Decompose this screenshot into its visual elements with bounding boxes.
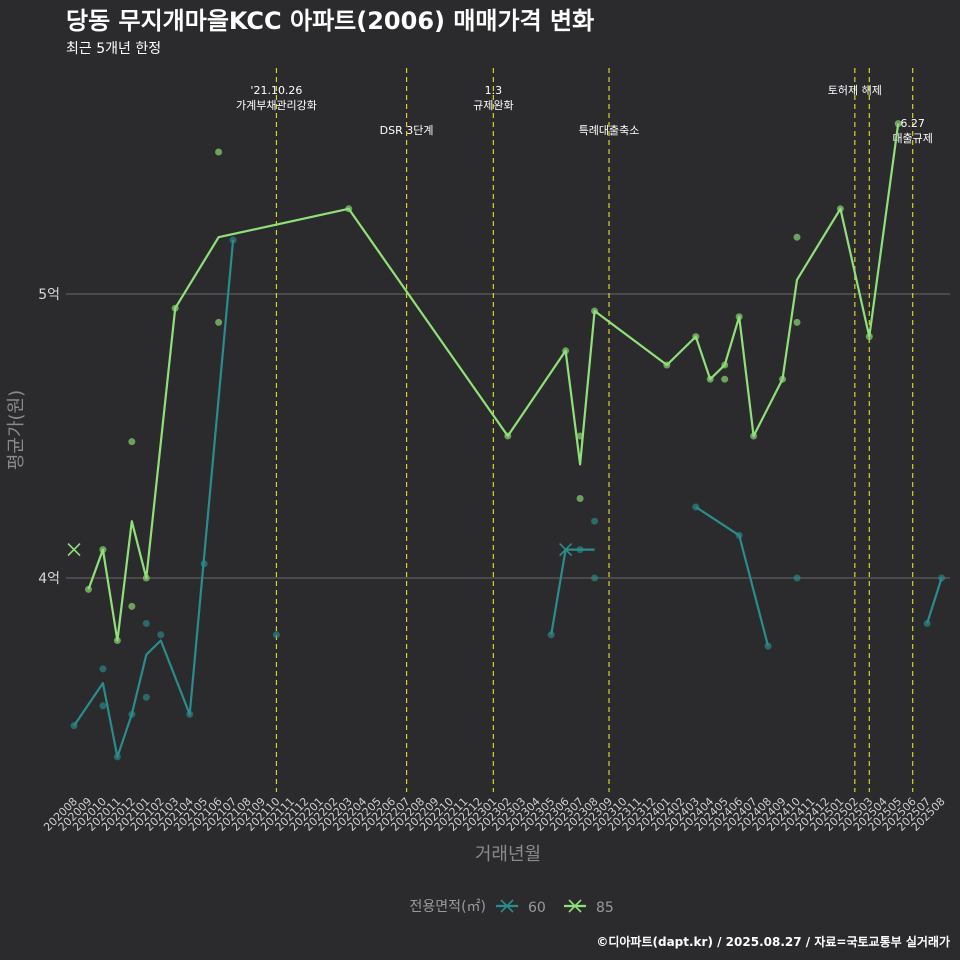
legend-title: 전용면적(㎡) xyxy=(410,899,486,915)
y-tick-5: 5억 xyxy=(38,287,60,303)
legend-marker-85 xyxy=(568,899,582,913)
series-line-85-0 xyxy=(87,123,900,642)
point-60-11 xyxy=(272,631,280,639)
legend-marker-60 xyxy=(500,899,514,913)
series-line-60-0 xyxy=(73,239,235,758)
point-85-19 xyxy=(721,375,729,383)
event-label-202309-0: 특례대출축소 xyxy=(579,124,640,137)
chart-title: 당동 무지개마을KCC 아파트(2006) 매매가격 변화 xyxy=(66,7,594,35)
series-line-60-3 xyxy=(926,577,943,624)
point-85-8 xyxy=(215,318,223,326)
point-60-7 xyxy=(157,631,165,639)
point-60-12 xyxy=(547,631,555,639)
point-60-15 xyxy=(591,574,599,582)
cross-marker-85-0 xyxy=(67,543,81,557)
legend-label-60: 60 xyxy=(528,900,546,916)
chart-subtitle: 최근 5개년 한정 xyxy=(66,41,161,57)
point-60-2 xyxy=(99,665,107,673)
event-label-202301-1: 규제완화 xyxy=(473,99,513,112)
point-85-24 xyxy=(793,318,801,326)
event-label-202502-0: 토허제 해제 xyxy=(828,83,882,97)
cross-marker-60-0 xyxy=(559,543,573,557)
x-tick-labels: 2020082020092020102020112020122021012021… xyxy=(41,795,947,834)
series-layer xyxy=(67,120,946,761)
event-label-202506-0: 6.27 xyxy=(900,117,925,130)
event-label-202301-0: 1.3 xyxy=(485,84,503,97)
point-85-7 xyxy=(215,148,223,156)
event-label-202110-1: 가계부채관리강화 xyxy=(236,99,317,112)
event-label-202506-1: 대출규제 xyxy=(892,132,932,145)
point-85-13 xyxy=(576,494,584,502)
y-tick-4: 4억 xyxy=(38,571,60,587)
legend-entries: 60 85 xyxy=(496,899,614,916)
gridlines xyxy=(66,293,950,579)
point-60-20 xyxy=(923,619,931,627)
y-axis-label: 평균가(원) xyxy=(6,390,27,470)
point-85-4 xyxy=(128,602,136,610)
point-60-5 xyxy=(142,693,150,701)
series-line-60-2 xyxy=(695,506,770,647)
event-label-202110-0: '21.10.26 xyxy=(250,84,302,97)
point-60-14 xyxy=(591,517,599,525)
legend: 전용면적(㎡) 60 85 xyxy=(410,899,614,916)
point-60-6 xyxy=(142,619,150,627)
point-85-3 xyxy=(128,438,136,446)
point-85-23 xyxy=(793,233,801,241)
caption: ©디아파트(dapt.kr) / 2025.08.27 / 자료=국토교통부 실… xyxy=(596,934,950,949)
x-axis-label: 거래년월 xyxy=(475,844,541,865)
legend-label-85: 85 xyxy=(596,900,614,916)
event-label-202207-0: DSR 3단계 xyxy=(380,124,434,137)
series-line-60-1 xyxy=(550,548,595,635)
point-85-27 xyxy=(894,120,902,128)
point-60-19 xyxy=(793,574,801,582)
y-tick-labels: 4억 5억 xyxy=(38,287,60,587)
point-60-1 xyxy=(99,702,107,710)
